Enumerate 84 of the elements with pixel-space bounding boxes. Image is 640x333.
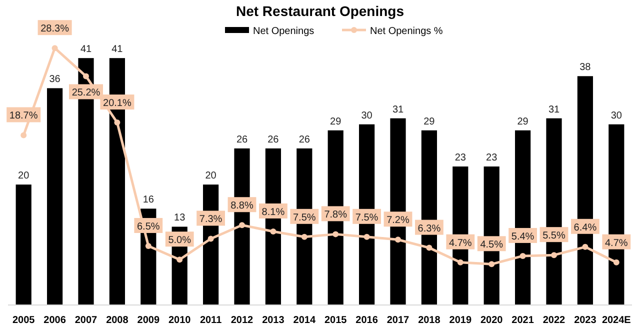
data-label: 8.1%	[262, 206, 285, 218]
point	[395, 236, 401, 243]
x-tick-label: 2005	[12, 315, 36, 326]
point	[332, 231, 339, 238]
point	[457, 259, 464, 266]
data-label: 6.3%	[418, 223, 441, 234]
data-label: 25.2%	[72, 88, 100, 99]
data-label: 7.5%	[293, 212, 316, 224]
x-tick-label: 2014	[293, 315, 316, 326]
x-tick-label: 2016	[356, 315, 378, 326]
data-label: 23	[486, 152, 498, 164]
legend-label: Net Openings %	[370, 26, 443, 37]
data-label: 4.7%	[449, 238, 472, 249]
data-label: 4.5%	[480, 240, 504, 251]
x-tick-label: 2024E	[602, 315, 632, 326]
data-label: 7.8%	[324, 210, 348, 221]
data-label: 6.4%	[574, 222, 597, 234]
point	[114, 120, 120, 126]
point	[520, 252, 526, 259]
x-tick-label: 2015	[324, 315, 348, 326]
x-tick-label: 2018	[418, 315, 441, 326]
point	[364, 234, 370, 240]
data-label: 8.8%	[230, 200, 254, 212]
x-tick-label: 2008	[106, 315, 129, 326]
data-label: 29	[424, 116, 436, 128]
data-label: 38	[580, 62, 592, 74]
bar	[16, 184, 32, 305]
point	[551, 252, 557, 258]
data-label: 5.5%	[542, 230, 566, 242]
x-tick-label: 2020	[480, 315, 504, 326]
x-tick-label: 2006	[44, 315, 66, 326]
x-tick-label: 2021	[512, 315, 534, 326]
point	[488, 261, 495, 268]
data-label: 4.7%	[605, 238, 628, 249]
data-label: 36	[49, 74, 61, 86]
data-label: 28.3%	[40, 24, 70, 35]
point	[301, 234, 308, 240]
data-label: 5.0%	[168, 235, 192, 246]
data-label: 41	[112, 44, 124, 56]
point	[270, 228, 276, 234]
data-label: 31	[392, 104, 404, 116]
point	[20, 132, 27, 138]
data-label: 30	[361, 110, 373, 122]
data-label: 20.1%	[103, 98, 132, 110]
point	[208, 236, 214, 242]
point	[83, 73, 89, 80]
point	[582, 244, 588, 250]
x-tick-label: 2013	[262, 315, 285, 326]
x-tick-label: 2009	[137, 315, 160, 326]
x-tick-label: 2012	[230, 315, 254, 326]
data-label: 16	[142, 194, 154, 206]
data-label: 7.5%	[355, 212, 378, 224]
data-label: 5.4%	[511, 231, 534, 242]
point	[613, 259, 620, 266]
data-label: 29	[517, 116, 529, 128]
x-tick-label: 2011	[200, 315, 222, 326]
data-label: 6.5%	[137, 221, 160, 232]
x-tick-label: 2007	[74, 315, 98, 326]
x-tick-label: 2023	[574, 315, 597, 326]
x-tick-label: 2019	[449, 315, 472, 326]
data-label: 31	[548, 104, 560, 116]
legend-label: Net Openings	[253, 26, 314, 37]
chart-title: Net Restaurant Openings	[236, 3, 404, 19]
point	[426, 244, 432, 251]
bar	[47, 88, 63, 305]
x-tick-label: 2010	[168, 315, 192, 326]
data-label: 18.7%	[9, 110, 38, 122]
data-label: 26	[236, 134, 248, 146]
data-label: 23	[454, 152, 466, 164]
point	[239, 222, 245, 228]
data-label: 26	[298, 134, 310, 146]
data-label: 20	[18, 170, 30, 182]
data-label: 41	[80, 44, 92, 56]
data-label: 7.3%	[199, 214, 222, 226]
point	[145, 242, 152, 249]
data-label: 20	[205, 170, 217, 182]
data-label: 29	[330, 116, 342, 128]
data-label: 26	[268, 134, 280, 146]
data-label: 13	[174, 212, 186, 224]
data-label: 7.2%	[386, 215, 410, 226]
data-label: 30	[610, 110, 622, 122]
x-tick-label: 2017	[386, 315, 410, 326]
x-tick-label: 2022	[542, 315, 566, 326]
point	[176, 256, 183, 263]
